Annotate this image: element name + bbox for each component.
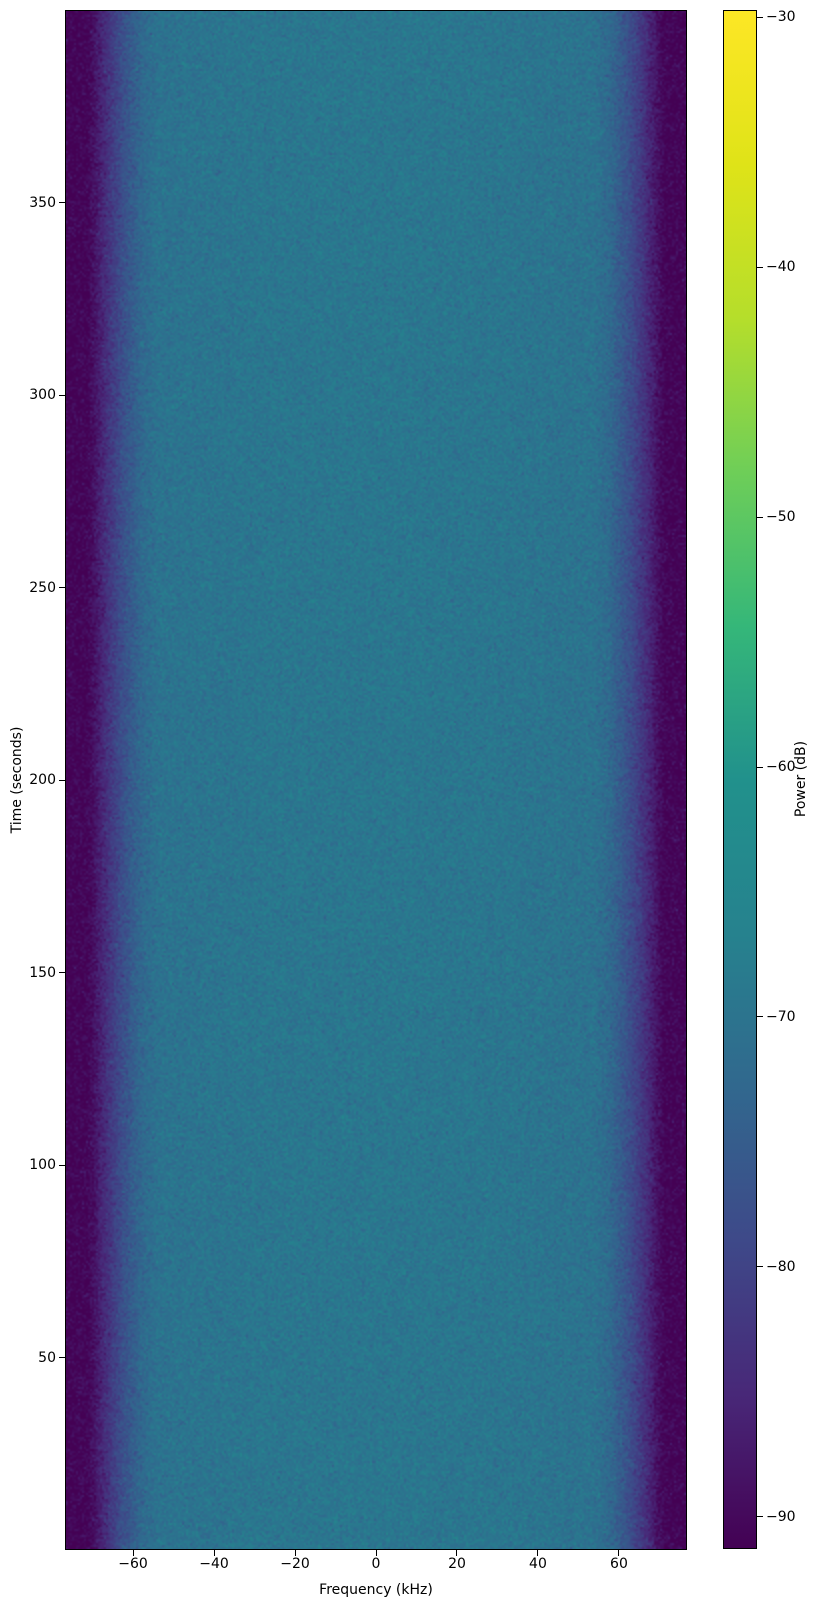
colorbar-tick-label: −60 bbox=[766, 760, 796, 774]
colorbar-tick-mark bbox=[757, 1266, 763, 1267]
plot-area bbox=[65, 10, 687, 1550]
colorbar-tick-label: −80 bbox=[766, 1260, 796, 1274]
colorbar-tick-label: −30 bbox=[766, 10, 796, 24]
x-tick-label: 20 bbox=[448, 1557, 466, 1571]
x-axis-label: Frequency (kHz) bbox=[319, 1582, 433, 1598]
colorbar-label: Power (dB) bbox=[793, 741, 809, 817]
colorbar-gradient bbox=[724, 11, 756, 1548]
y-tick-label: 100 bbox=[29, 1158, 56, 1172]
colorbar-tick-mark bbox=[757, 17, 763, 18]
y-tick-label: 300 bbox=[29, 388, 56, 402]
spectrogram-figure: −60 −40 −20 0 20 40 60 50 100 150 200 250 300 350 Fr… bbox=[0, 0, 823, 1603]
y-tick-mark bbox=[59, 202, 65, 203]
colorbar-tick-label: −50 bbox=[766, 510, 796, 524]
y-tick-mark bbox=[59, 780, 65, 781]
x-tick-label: −20 bbox=[280, 1557, 310, 1571]
y-tick-mark bbox=[59, 1165, 65, 1166]
y-tick-mark bbox=[59, 395, 65, 396]
colorbar-tick-label: −70 bbox=[766, 1010, 796, 1024]
colorbar bbox=[723, 10, 757, 1549]
colorbar-tick-mark bbox=[757, 267, 763, 268]
colorbar-tick-mark bbox=[757, 517, 763, 518]
x-tick-label: 0 bbox=[372, 1557, 381, 1571]
x-tick-label: 40 bbox=[529, 1557, 547, 1571]
y-tick-label: 150 bbox=[29, 966, 56, 980]
colorbar-tick-label: −90 bbox=[766, 1510, 796, 1524]
y-tick-label: 350 bbox=[29, 196, 56, 210]
y-tick-mark bbox=[59, 587, 65, 588]
y-tick-mark bbox=[59, 972, 65, 973]
y-tick-label: 200 bbox=[29, 773, 56, 787]
x-tick-label: −60 bbox=[118, 1557, 148, 1571]
y-tick-mark bbox=[59, 1357, 65, 1358]
colorbar-tick-mark bbox=[757, 767, 763, 768]
y-tick-label: 250 bbox=[29, 581, 56, 595]
y-axis-label: Time (seconds) bbox=[9, 727, 25, 834]
colorbar-tick-mark bbox=[757, 1016, 763, 1017]
y-tick-label: 50 bbox=[38, 1351, 56, 1365]
spectrogram-heatmap bbox=[66, 11, 686, 1549]
x-tick-label: −40 bbox=[199, 1557, 229, 1571]
colorbar-tick-label: −40 bbox=[766, 260, 796, 274]
colorbar-tick-mark bbox=[757, 1516, 763, 1517]
x-tick-label: 60 bbox=[610, 1557, 628, 1571]
